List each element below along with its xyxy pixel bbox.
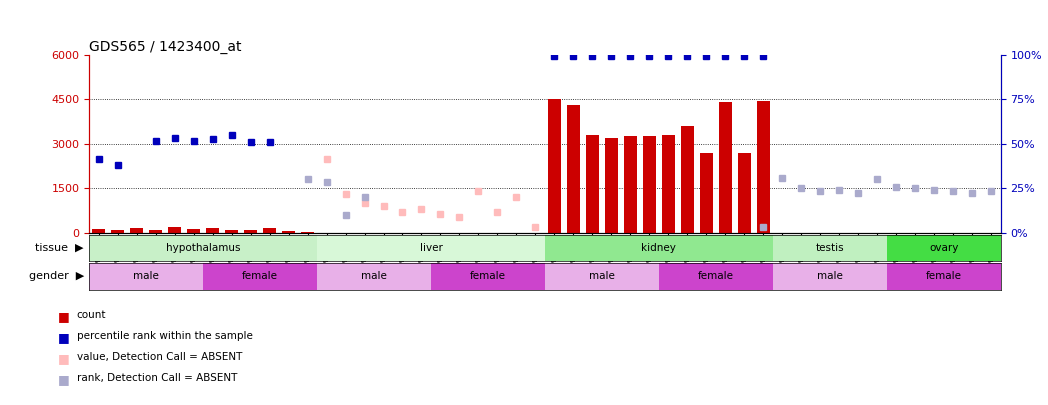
Text: hypothalamus: hypothalamus — [166, 243, 240, 253]
Text: rank, Detection Call = ABSENT: rank, Detection Call = ABSENT — [77, 373, 237, 383]
Bar — [772, 263, 887, 290]
Bar — [887, 235, 1001, 261]
Text: gender  ▶: gender ▶ — [28, 271, 84, 281]
Bar — [130, 228, 144, 233]
Bar — [567, 105, 581, 233]
Bar — [111, 230, 125, 233]
Bar — [203, 263, 316, 290]
Bar — [187, 229, 200, 233]
Bar — [244, 230, 257, 233]
Text: female: female — [242, 271, 278, 281]
Text: kidney: kidney — [641, 243, 676, 253]
Bar — [772, 235, 887, 261]
Text: liver: liver — [419, 243, 442, 253]
Bar — [681, 126, 694, 233]
Text: count: count — [77, 310, 106, 320]
Text: male: male — [133, 271, 159, 281]
Text: percentile rank within the sample: percentile rank within the sample — [77, 331, 253, 341]
Bar — [316, 263, 431, 290]
Text: value, Detection Call = ABSENT: value, Detection Call = ABSENT — [77, 352, 242, 362]
Bar — [545, 263, 659, 290]
Text: tissue  ▶: tissue ▶ — [36, 243, 84, 253]
Text: male: male — [362, 271, 387, 281]
Bar — [316, 235, 545, 261]
Bar — [700, 153, 713, 233]
Text: male: male — [817, 271, 843, 281]
Text: GDS565 / 1423400_at: GDS565 / 1423400_at — [89, 40, 242, 53]
Bar — [168, 227, 181, 233]
Bar — [545, 235, 772, 261]
Bar — [659, 263, 772, 290]
Text: ■: ■ — [58, 310, 69, 323]
Bar — [205, 228, 219, 233]
Text: male: male — [589, 271, 615, 281]
Text: female: female — [925, 271, 962, 281]
Bar — [757, 101, 770, 233]
Bar — [89, 263, 203, 290]
Text: female: female — [470, 271, 506, 281]
Bar — [887, 263, 1001, 290]
Bar — [642, 136, 656, 233]
Bar — [89, 235, 316, 261]
Bar — [263, 228, 277, 233]
Text: ■: ■ — [58, 373, 69, 386]
Text: ■: ■ — [58, 352, 69, 365]
Bar — [548, 99, 561, 233]
Bar — [282, 231, 296, 233]
Text: female: female — [698, 271, 734, 281]
Text: testis: testis — [815, 243, 845, 253]
Bar — [661, 135, 675, 233]
Bar — [605, 138, 618, 233]
Bar — [719, 102, 733, 233]
Text: ovary: ovary — [930, 243, 959, 253]
Bar — [225, 230, 238, 233]
Text: ■: ■ — [58, 331, 69, 344]
Bar — [624, 136, 637, 233]
Bar — [431, 263, 545, 290]
Bar — [738, 153, 751, 233]
Bar — [301, 232, 314, 233]
Bar — [92, 229, 105, 233]
Bar — [149, 230, 162, 233]
Bar — [586, 135, 599, 233]
